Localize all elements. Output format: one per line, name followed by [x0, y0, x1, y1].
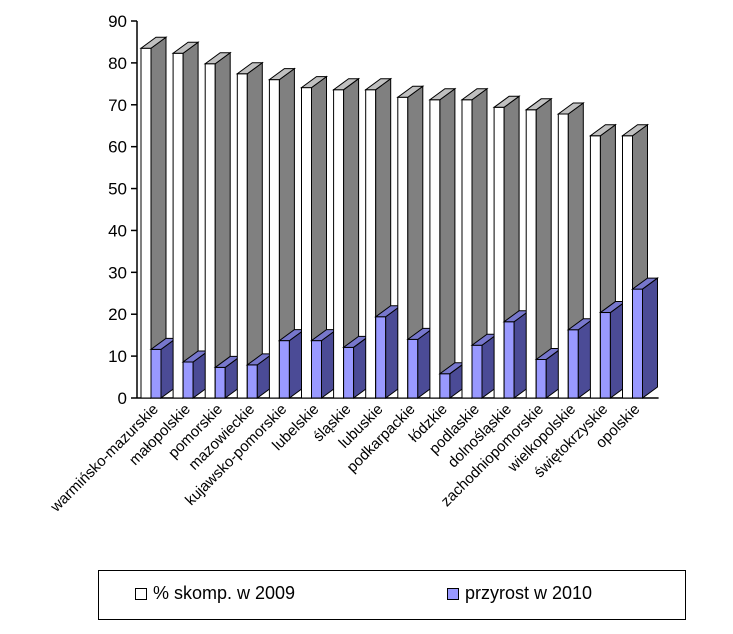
bar-group: [267, 67, 306, 399]
bar-2009-front: [461, 99, 473, 399]
bar-2010-front: [278, 340, 290, 399]
bar-2009-top: [428, 88, 457, 101]
bar-2010-front: [503, 321, 515, 399]
y-tick-label: 80: [108, 54, 127, 73]
bar-group: [460, 87, 499, 399]
bar-2009-front: [301, 87, 312, 399]
bar-2010-front: [439, 373, 451, 399]
bar-2010-front: [214, 366, 226, 399]
legend-swatch-2010: [447, 587, 459, 600]
bar-2009-front: [333, 89, 345, 399]
bar-group: [235, 61, 274, 399]
bar-group: [396, 85, 435, 399]
y-tick-label: 50: [108, 180, 127, 199]
y-tick-label: 60: [108, 138, 127, 157]
bar-2009-side: [439, 87, 456, 399]
bar-2010-front: [311, 340, 322, 399]
bar-2009-top: [620, 124, 650, 137]
labels: warmińsko-mazurskiemałopolskiepomorskiem…: [47, 401, 644, 516]
chart: 0 10 20 30 40 50 60 70 80 90 warmińsko-mazurskiem…: [47, 12, 660, 516]
bar-2009-front: [140, 47, 152, 399]
bar-group: [428, 87, 467, 399]
bar-2009-front: [493, 106, 505, 399]
bar-2010-front: [632, 288, 643, 399]
bar-2009-side: [182, 41, 199, 399]
bar-group: [556, 102, 595, 399]
bar-2009-front: [557, 113, 569, 399]
bar-2009-side: [246, 61, 263, 399]
axes: 0 10 20 30 40 50 60 70 80 90: [108, 12, 659, 408]
bar-2009-top: [299, 76, 329, 89]
y-tick-label: 20: [108, 305, 127, 324]
bar-2009-front: [365, 89, 377, 399]
bar-2010-front: [182, 361, 194, 399]
bar-group: [620, 123, 660, 399]
bar-2010-front: [599, 312, 611, 399]
legend-swatch-2009: [135, 587, 147, 600]
legend-item-2010: przyrost w 2010: [447, 583, 592, 604]
bar-2009-top: [332, 78, 361, 91]
bar-group: [588, 123, 627, 399]
bar-2009-top: [203, 52, 232, 65]
y-tick-label: 30: [108, 263, 127, 282]
bar-2009-front: [622, 135, 633, 399]
y-tick-label: 0: [118, 389, 127, 408]
bars: [139, 36, 660, 399]
bar-2009-front: [268, 79, 280, 399]
bar-2010-front: [567, 329, 579, 399]
bar-group: [364, 77, 403, 399]
bar-2009-top: [396, 85, 425, 98]
bar-2010-top: [630, 277, 660, 290]
bar-2010-front: [535, 358, 547, 399]
bar-2009-front: [429, 99, 441, 399]
bar-2009-top: [235, 62, 264, 75]
bar-2009-front: [589, 135, 601, 399]
bar-2009-top: [524, 98, 553, 111]
bar-2009-top: [588, 124, 617, 137]
bar-group: [492, 95, 531, 399]
bar-2010-front: [343, 346, 355, 399]
y-tick-label: 40: [108, 221, 127, 240]
bar-2009-front: [236, 73, 248, 399]
bar-2009-top: [460, 88, 489, 101]
y-tick-label: 70: [108, 96, 127, 115]
bar-group: [139, 36, 178, 399]
legend-label-2010: przyrost w 2010: [465, 583, 593, 603]
bar-group: [524, 97, 563, 399]
bar-2010-front: [471, 344, 483, 399]
bar-2009-top: [267, 68, 296, 81]
y-tick-label: 90: [108, 12, 127, 31]
bar-group: [203, 51, 242, 399]
y-tick-label: 10: [108, 347, 127, 366]
bar-2009-top: [556, 102, 585, 115]
bar-2009-side: [214, 51, 231, 399]
bar-2009-top: [364, 78, 393, 91]
bar-2009-front: [204, 63, 216, 399]
bar-2009-top: [171, 41, 200, 54]
bar-2010-front: [407, 338, 419, 399]
legend: % skomp. w 2009 przyrost w 2010: [98, 570, 686, 620]
legend-item-2009: % skomp. w 2009: [135, 583, 295, 604]
bar-group: [299, 75, 339, 399]
bar-2010-front: [150, 348, 162, 399]
bar-2010-front: [375, 316, 387, 399]
bar-2009-front: [397, 96, 409, 399]
bar-2010-side: [642, 277, 658, 399]
legend-label-2009: % skomp. w 2009: [153, 583, 296, 603]
bar-2009-front: [525, 109, 537, 399]
bar-2009-front: [172, 52, 184, 399]
bar-2010-front: [246, 364, 258, 399]
bar-group: [332, 77, 371, 399]
bar-2009-top: [139, 36, 168, 49]
bar-2009-top: [492, 95, 521, 108]
bar-group: [171, 41, 210, 399]
